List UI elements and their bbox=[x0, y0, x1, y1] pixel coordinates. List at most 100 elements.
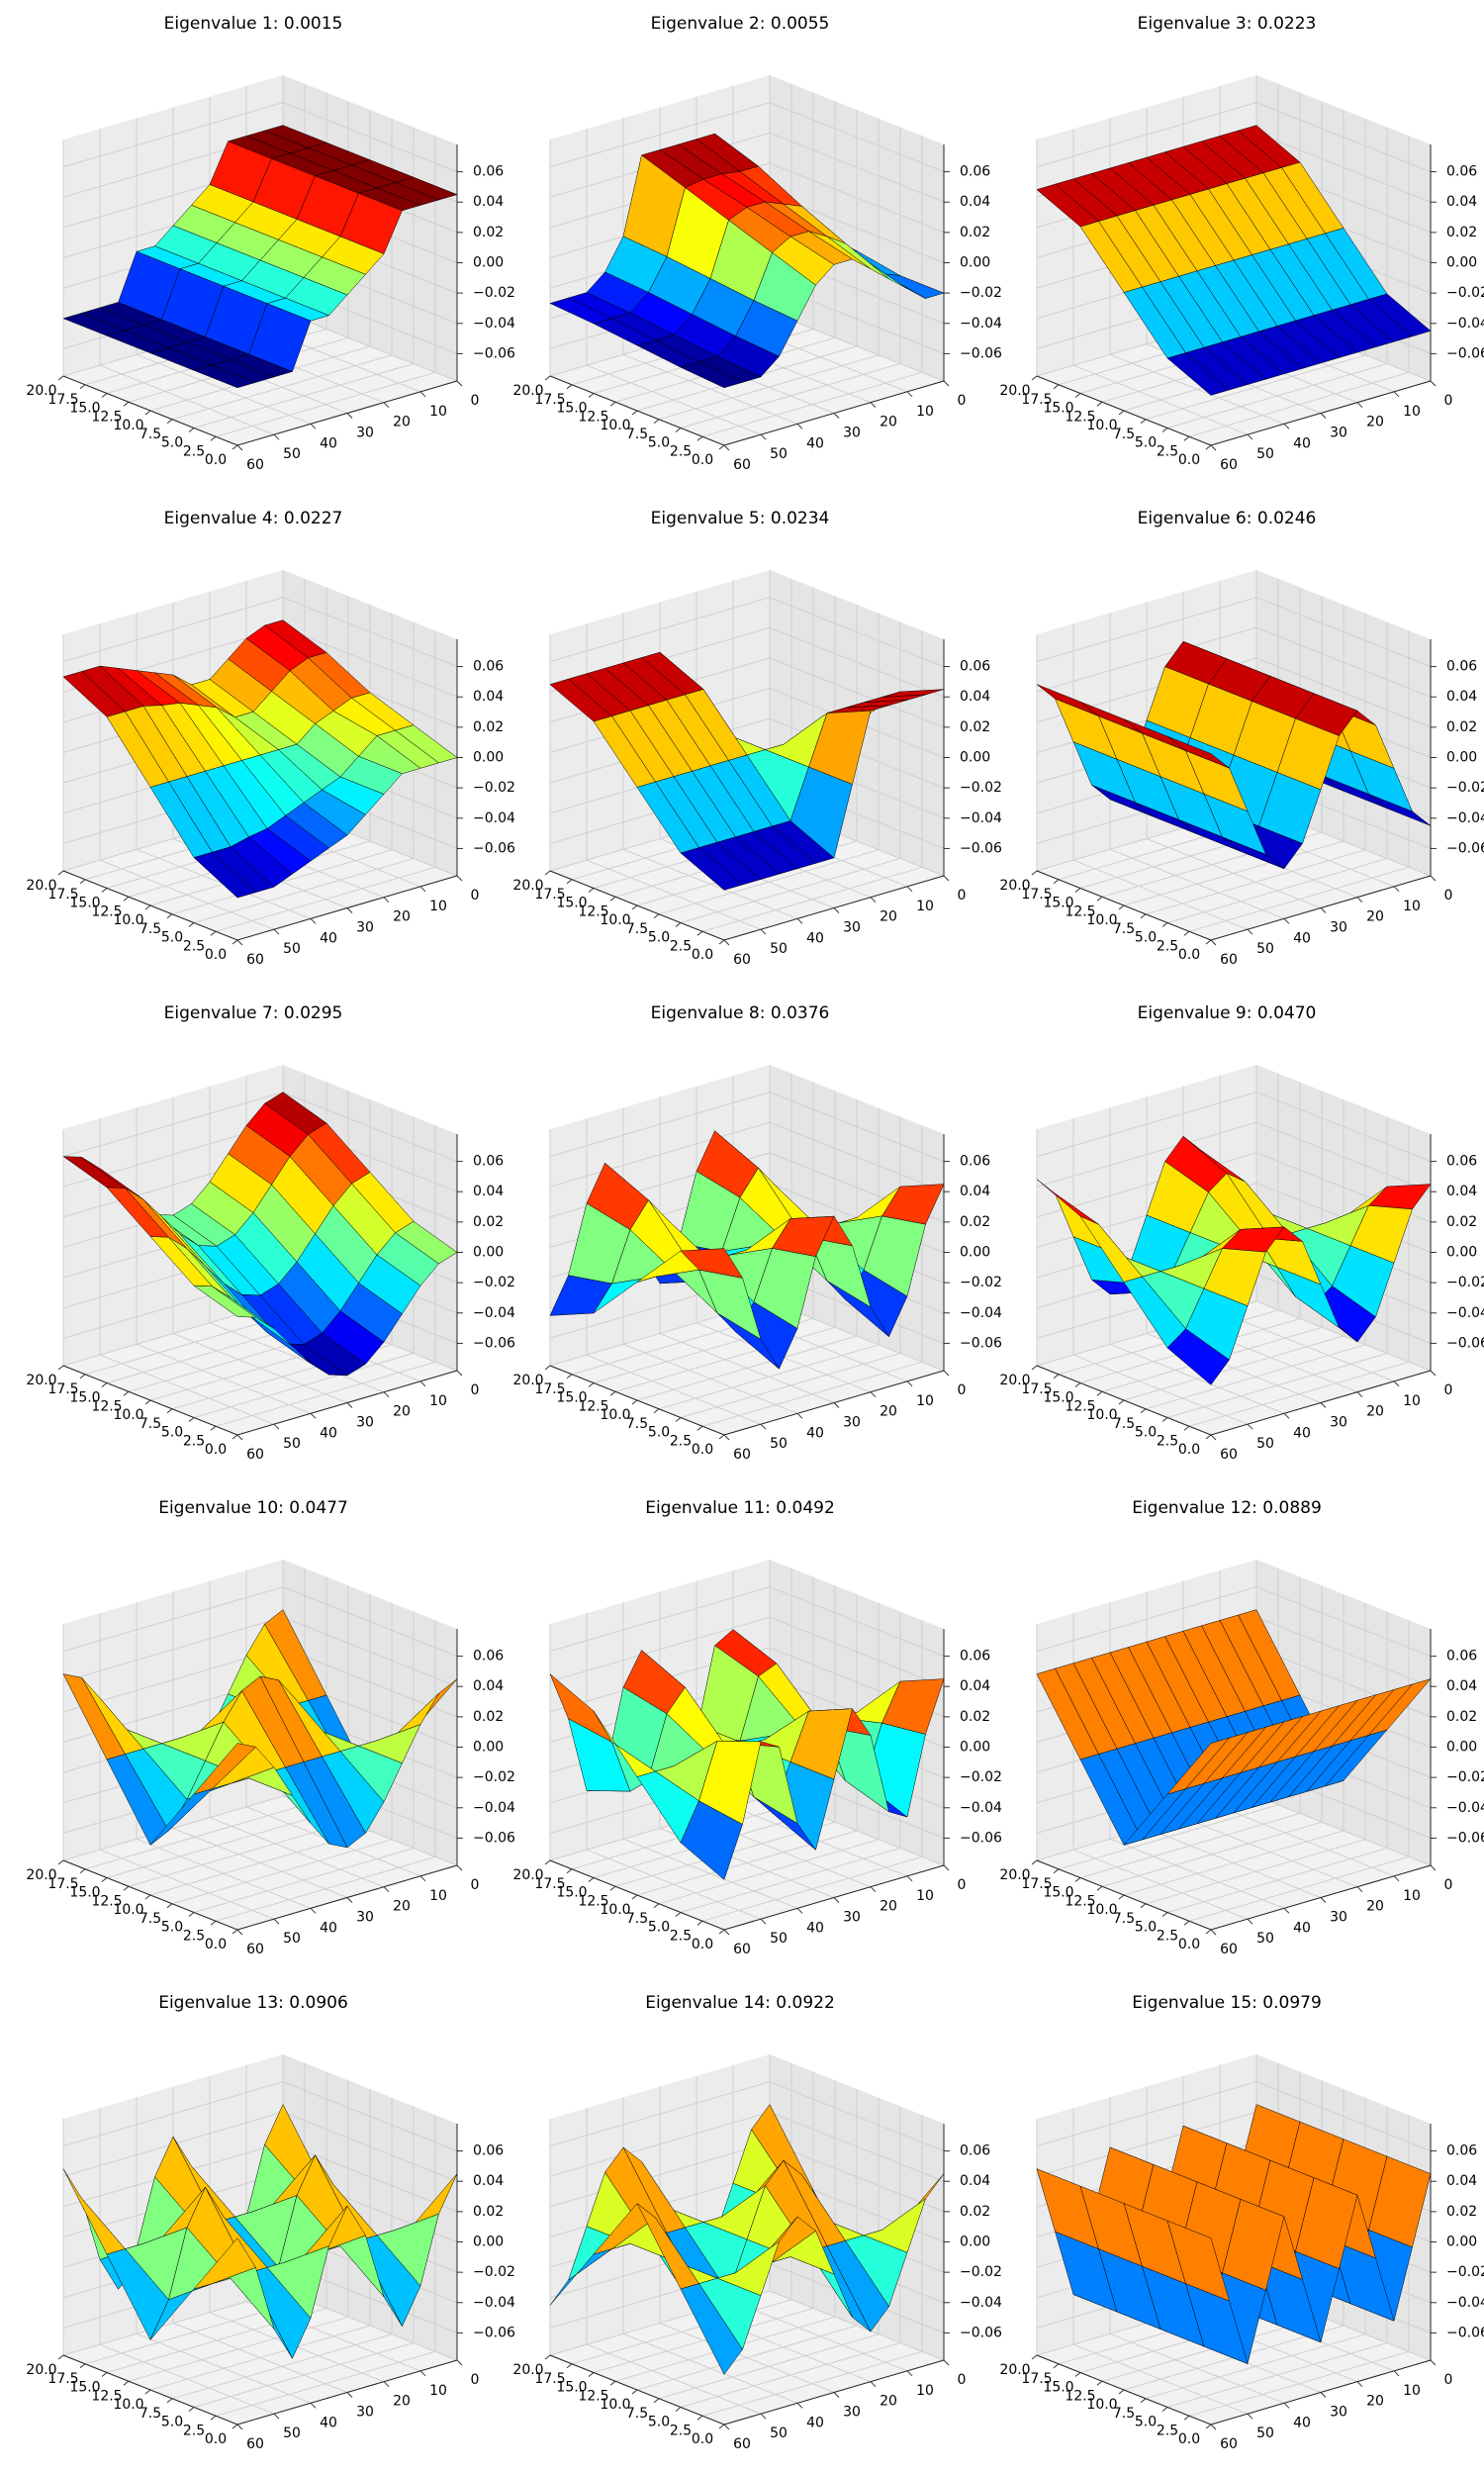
y-tick-label: 20.0 bbox=[512, 2362, 543, 2378]
tick-mark bbox=[1183, 435, 1190, 441]
tick-mark bbox=[346, 413, 353, 419]
grid-line bbox=[193, 2106, 415, 2408]
y-tick-label: 5.0 bbox=[648, 1425, 670, 1441]
z-tick-label: −0.06 bbox=[1446, 1830, 1484, 1846]
tick-mark bbox=[1074, 2372, 1081, 2377]
z-tick-label: 0.00 bbox=[1446, 255, 1477, 271]
tick-mark bbox=[1031, 870, 1038, 876]
x-tick-label: 40 bbox=[1293, 2415, 1311, 2430]
tick-mark bbox=[273, 433, 280, 440]
grid-line bbox=[658, 613, 880, 915]
grid-line bbox=[128, 2080, 349, 2382]
tick-mark bbox=[1118, 410, 1125, 416]
tick-mark bbox=[419, 2370, 426, 2377]
z-tick-label: 0.04 bbox=[960, 1184, 990, 1199]
x-tick-label: 0 bbox=[471, 1877, 480, 1893]
tick-mark bbox=[1393, 886, 1400, 893]
x-tick-label: 40 bbox=[1293, 930, 1311, 946]
y-tick-label: 20.0 bbox=[512, 1373, 543, 1388]
tick-mark bbox=[166, 913, 173, 919]
y-tick-label: 0.0 bbox=[1178, 1442, 1200, 1458]
z-tick-label: 0.04 bbox=[473, 689, 504, 705]
x-tick-label: 60 bbox=[1220, 952, 1238, 968]
y-tick-label: 0.0 bbox=[692, 947, 713, 963]
y-tick-label: 2.5 bbox=[183, 2423, 205, 2438]
tick-mark bbox=[210, 930, 217, 936]
tick-mark bbox=[833, 1897, 840, 1903]
x-tick-label: 50 bbox=[283, 1436, 301, 1452]
z-tick-label: 0.06 bbox=[960, 1154, 990, 1170]
y-tick-label: 12.5 bbox=[1065, 904, 1095, 919]
y-tick-label: 12.5 bbox=[91, 1398, 122, 1414]
tick-mark bbox=[166, 1903, 173, 1909]
y-tick-label: 17.5 bbox=[1021, 887, 1052, 903]
tick-mark bbox=[544, 870, 551, 876]
x-tick-label: 40 bbox=[806, 2415, 824, 2430]
grid-line bbox=[1101, 596, 1323, 898]
tick-mark bbox=[1053, 384, 1060, 390]
x-tick-label: 50 bbox=[1256, 941, 1274, 957]
grid-line bbox=[701, 2115, 923, 2417]
x-tick-label: 20 bbox=[1366, 2394, 1384, 2410]
y-tick-label: 15.0 bbox=[556, 1390, 587, 1406]
y-tick-label: 20.0 bbox=[26, 878, 56, 894]
z-tick-label: 0.00 bbox=[960, 750, 990, 766]
subplot: Eigenvalue 4: 0.0227 0 10 20 30 40 50 60 0.02.55… bbox=[26, 509, 515, 968]
y-tick-label: 15.0 bbox=[69, 896, 100, 911]
tick-mark bbox=[236, 1434, 243, 1441]
z-tick-label: −0.04 bbox=[473, 1800, 515, 1816]
tick-mark bbox=[588, 2372, 595, 2377]
z-tick-label: 0.04 bbox=[960, 2173, 990, 2189]
y-tick-label: 10.0 bbox=[113, 418, 143, 433]
tick-mark bbox=[310, 2402, 317, 2409]
tick-mark bbox=[346, 907, 353, 913]
grid-line bbox=[1036, 1121, 1432, 1192]
tick-mark bbox=[566, 1868, 573, 1874]
tick-mark bbox=[1430, 1370, 1437, 1377]
tick-mark bbox=[57, 375, 64, 381]
z-tick-label: 0.00 bbox=[1446, 1740, 1477, 1756]
tick-mark bbox=[236, 939, 243, 946]
surface-patch bbox=[1166, 2220, 1230, 2302]
y-tick-label: 7.5 bbox=[626, 1416, 648, 1432]
tick-mark bbox=[609, 1390, 616, 1396]
x-tick-label: 40 bbox=[1293, 1920, 1311, 1936]
grid-line bbox=[171, 1107, 393, 1410]
grid-line bbox=[571, 2062, 792, 2365]
z-tick-label: 0.02 bbox=[1446, 1709, 1477, 1725]
tick-mark bbox=[1031, 2354, 1038, 2360]
x-tick-label: 0 bbox=[471, 393, 480, 409]
tick-mark bbox=[1118, 1399, 1125, 1405]
tick-mark bbox=[1430, 875, 1437, 882]
y-tick-label: 2.5 bbox=[183, 1928, 205, 1944]
y-tick-label: 10.0 bbox=[113, 1902, 143, 1918]
grid-line bbox=[62, 1586, 458, 1658]
y-tick-label: 12.5 bbox=[578, 904, 608, 919]
y-tick-label: 7.5 bbox=[626, 1911, 648, 1927]
z-tick-label: 0.06 bbox=[473, 1649, 504, 1665]
x-tick-label: 10 bbox=[429, 1888, 447, 1904]
subplot: Eigenvalue 5: 0.0234 0 10 20 30 40 50 60 0.02.55… bbox=[512, 509, 1002, 968]
tick-mark bbox=[1183, 2415, 1190, 2421]
grid-line bbox=[149, 1594, 371, 1896]
tick-mark bbox=[123, 896, 130, 902]
tick-mark bbox=[718, 939, 725, 945]
chart-title: Eigenvalue 7: 0.0295 bbox=[164, 1003, 343, 1023]
subplot: Eigenvalue 2: 0.0055 0 10 20 30 40 50 60 0.02.55… bbox=[512, 14, 1002, 473]
z-tick-label: −0.02 bbox=[960, 1769, 1002, 1785]
y-tick-label: 15.0 bbox=[69, 1885, 100, 1901]
x-tick-label: 20 bbox=[1366, 909, 1384, 925]
y-tick-label: 7.5 bbox=[626, 2406, 648, 2422]
y-tick-label: 10.0 bbox=[600, 912, 630, 928]
tick-mark bbox=[1096, 896, 1103, 902]
chart-title: Eigenvalue 8: 0.0376 bbox=[651, 1003, 830, 1023]
tick-mark bbox=[1393, 1380, 1400, 1387]
z-tick-label: −0.06 bbox=[473, 1335, 515, 1351]
surface-patch bbox=[1166, 352, 1230, 396]
grid-line bbox=[549, 597, 945, 668]
z-tick-label: −0.04 bbox=[1446, 2295, 1484, 2311]
tick-mark bbox=[943, 2359, 950, 2366]
tick-mark bbox=[210, 2415, 217, 2421]
x-tick-label: 40 bbox=[806, 1920, 824, 1936]
tick-mark bbox=[1205, 939, 1212, 945]
